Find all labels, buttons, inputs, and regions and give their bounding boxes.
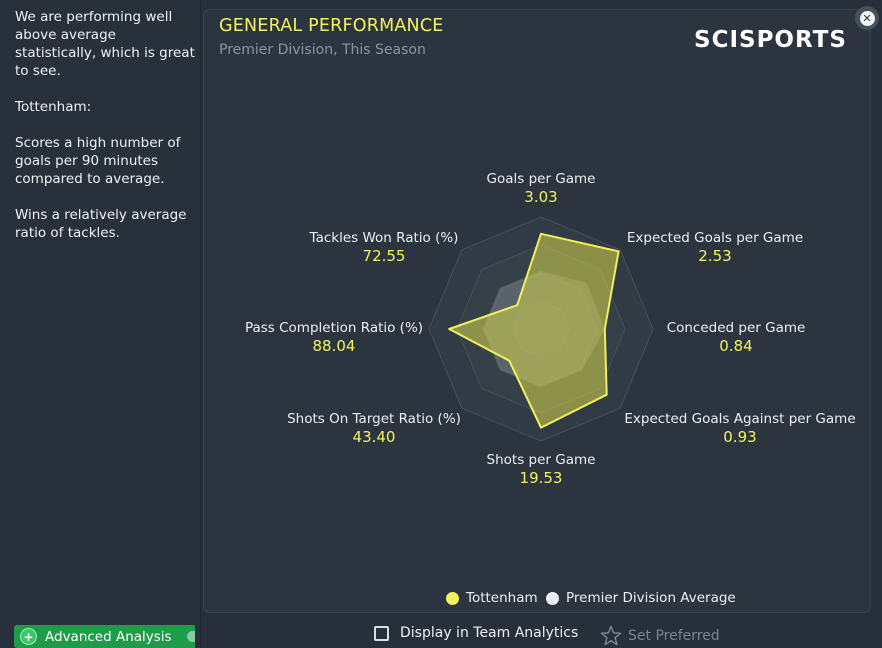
- close-button[interactable]: ✕: [855, 6, 879, 30]
- stat-value: 2.53: [698, 247, 732, 265]
- stat-label: Shots per Game: [486, 452, 596, 468]
- insight-paragraph: We are performing well above average sta…: [15, 9, 195, 79]
- legend-item-average: Premier Division Average: [546, 590, 736, 606]
- stat-tackles-won: Tackles Won Ratio (%) 72.55: [310, 230, 459, 266]
- insight-text: We are performing well above average sta…: [15, 8, 195, 260]
- stat-label: Expected Goals Against per Game: [624, 411, 856, 427]
- stat-expected-goals: Expected Goals per Game 2.53: [627, 230, 803, 266]
- stat-label: Conceded per Game: [666, 320, 806, 336]
- display-label: Display in Team Analytics: [400, 625, 579, 641]
- display-in-team-analytics-toggle[interactable]: Display in Team Analytics: [374, 625, 578, 641]
- stat-shots-per-game: Shots per Game 19.53: [487, 452, 596, 488]
- stat-value: 3.03: [524, 188, 558, 206]
- stat-conceded-per-game: Conceded per Game 0.84: [667, 320, 806, 356]
- insight-paragraph: Tottenham:: [15, 99, 92, 115]
- stat-value: 19.53: [519, 469, 563, 487]
- advanced-analysis-button[interactable]: + Advanced Analysis: [14, 625, 195, 648]
- average-legend-dot-icon: [546, 591, 559, 605]
- stat-label: Expected Goals per Game: [626, 230, 804, 246]
- close-icon: ✕: [859, 10, 875, 26]
- card-subtitle: Premier Division, This Season: [219, 42, 426, 58]
- card-title: GENERAL PERFORMANCE: [219, 16, 444, 36]
- set-preferred-label: Set Preferred: [628, 627, 720, 644]
- insight-paragraph: Scores a high number of goals per 90 min…: [15, 135, 181, 187]
- insight-paragraph: Wins a relatively average ratio of tackl…: [15, 207, 187, 241]
- toggle-handle-icon: [187, 631, 195, 642]
- advanced-analysis-label: Advanced Analysis: [45, 628, 172, 645]
- stat-value: 0.84: [719, 337, 753, 355]
- legend-label: Tottenham: [466, 590, 538, 606]
- insight-panel: We are performing well above average sta…: [0, 0, 201, 648]
- stat-value: 72.55: [362, 247, 406, 265]
- legend-label: Premier Division Average: [566, 590, 736, 606]
- stat-label: Pass Completion Ratio (%): [244, 320, 424, 336]
- stat-label: Shots On Target Ratio (%): [287, 411, 461, 427]
- stat-value: 88.04: [312, 337, 356, 355]
- stat-expected-goals-against: Expected Goals Against per Game 0.93: [624, 411, 855, 447]
- stat-label: Goals per Game: [486, 171, 596, 187]
- stat-value: 0.93: [723, 428, 757, 446]
- legend-item-tottenham: Tottenham: [446, 590, 538, 606]
- stat-pass-completion: Pass Completion Ratio (%) 88.04: [245, 320, 423, 356]
- tottenham-legend-dot-icon: [446, 591, 459, 605]
- star-icon: [600, 625, 622, 646]
- stat-shots-on-target: Shots On Target Ratio (%) 43.40: [287, 411, 461, 447]
- stat-label: Tackles Won Ratio (%): [309, 230, 459, 246]
- stat-value: 43.40: [352, 428, 396, 446]
- set-preferred-button[interactable]: Set Preferred: [600, 625, 720, 646]
- scisports-logo: SCISPORTS: [694, 27, 847, 53]
- plus-icon: +: [20, 628, 37, 645]
- checkbox-icon[interactable]: [374, 625, 389, 641]
- stat-goals-per-game: Goals per Game 3.03: [487, 171, 596, 207]
- tottenham-series-polygon: [448, 232, 620, 429]
